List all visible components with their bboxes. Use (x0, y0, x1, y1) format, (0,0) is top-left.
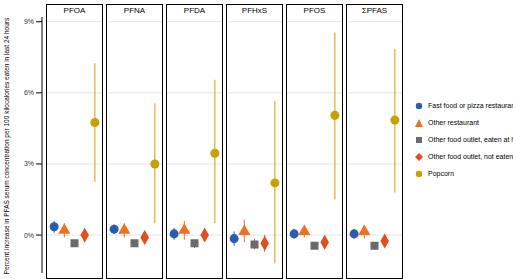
svg-text:6%: 6% (24, 89, 34, 96)
svg-text:9%: 9% (24, 18, 34, 25)
html-text:Other restaurant: Other restaurant (428, 119, 479, 126)
html-text:PFOS: PFOS (303, 6, 326, 15)
html-text:PFDA: PFDA (183, 6, 206, 15)
html-text:Popcorn: Popcorn (428, 170, 455, 177)
html-text:ΣPFAS: ΣPFAS (361, 6, 388, 15)
html-text:PFNA: PFNA (123, 6, 146, 15)
svg-text:3%: 3% (24, 160, 34, 167)
html-text:PFHxS: PFHxS (241, 6, 268, 15)
svg-text:0%: 0% (24, 232, 34, 239)
svg-text:Percent increase in PFAS serum: Percent increase in PFAS serum concentra… (8, 17, 11, 274)
html-text:PFOA: PFOA (63, 6, 86, 15)
